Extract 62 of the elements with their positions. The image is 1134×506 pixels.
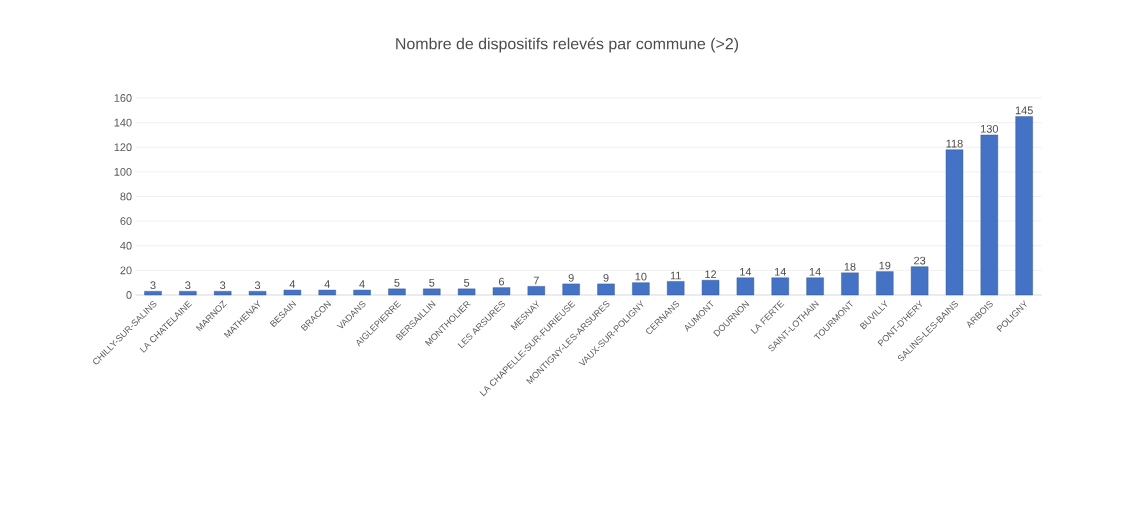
data-label: 10	[635, 272, 647, 281]
bar	[841, 272, 859, 296]
bar	[527, 286, 546, 296]
y-tick-label: 40	[120, 241, 132, 250]
bar	[771, 277, 789, 296]
chart-title: Nombre de dispositifs relevés par commune (>2)	[396, 37, 739, 53]
data-label: 12	[705, 270, 717, 279]
bar	[318, 289, 336, 296]
bar	[910, 266, 929, 296]
data-label: 9	[603, 273, 609, 282]
bar	[632, 282, 650, 296]
bar	[1015, 116, 1033, 296]
data-label: 3	[185, 281, 191, 290]
data-label: 11	[670, 271, 681, 280]
bar	[701, 280, 720, 296]
bar	[667, 281, 685, 296]
data-label: 3	[220, 281, 226, 290]
y-tick-label: 160	[114, 94, 132, 102]
bar	[876, 271, 894, 296]
y-tick-label: 80	[120, 192, 132, 201]
data-label: 3	[150, 281, 156, 290]
data-label: 19	[879, 261, 891, 270]
bar	[179, 291, 197, 296]
bar	[457, 288, 476, 296]
y-tick-label: 140	[114, 118, 132, 127]
data-label: 23	[914, 256, 926, 265]
bar	[144, 291, 162, 296]
data-label: 130	[981, 124, 999, 133]
data-label: 6	[498, 277, 505, 286]
bar	[597, 283, 615, 296]
bar	[214, 291, 232, 296]
data-label: 14	[740, 268, 752, 276]
data-label: 9	[568, 273, 574, 282]
data-label: 7	[533, 276, 539, 285]
y-tick-label: 60	[120, 217, 132, 225]
data-label: 3	[254, 281, 261, 290]
data-label: 118	[946, 139, 963, 148]
bar	[980, 134, 999, 296]
bar	[283, 289, 302, 296]
y-tick-label: 20	[120, 266, 132, 275]
bar	[423, 288, 441, 296]
data-label: 145	[1015, 106, 1033, 115]
data-label: 5	[429, 278, 435, 287]
y-tick-label: 0	[126, 291, 132, 299]
bar	[806, 277, 824, 296]
data-label: 14	[809, 268, 821, 276]
bar	[353, 289, 371, 296]
data-label: 14	[774, 268, 787, 276]
y-tick-label: 100	[114, 167, 132, 176]
data-label: 5	[464, 278, 470, 287]
data-label: 18	[844, 262, 856, 271]
bar	[945, 149, 964, 296]
y-tick-label: 120	[114, 143, 132, 152]
bar	[492, 287, 511, 296]
bar	[562, 283, 580, 296]
data-label: 4	[289, 280, 296, 288]
data-label: 5	[394, 278, 400, 287]
bar	[388, 288, 406, 296]
bar	[248, 291, 267, 296]
data-label: 4	[359, 280, 365, 288]
data-label: 4	[324, 280, 330, 288]
bar	[736, 277, 755, 296]
